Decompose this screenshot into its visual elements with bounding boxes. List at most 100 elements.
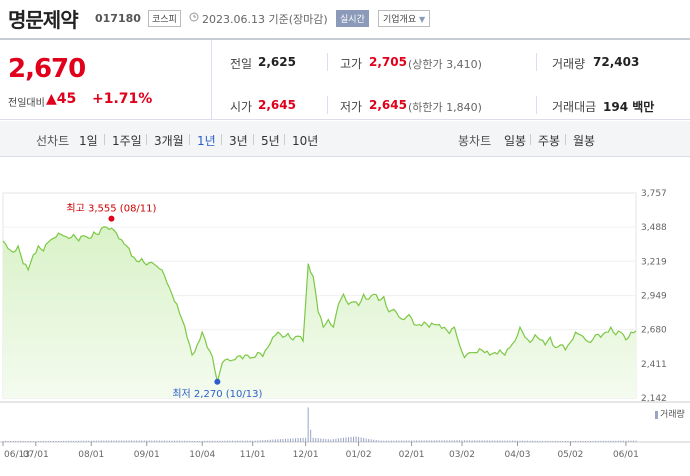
volume-bar (532, 440, 534, 442)
volume-bar (348, 437, 350, 442)
volume-bar (284, 438, 286, 442)
volume-bar (600, 440, 602, 442)
volume-bar (469, 440, 471, 442)
lower-limit: (하한가 1,840) (408, 101, 482, 114)
volume-bar (524, 440, 526, 442)
volume-bar (231, 440, 233, 442)
volume-bar (443, 440, 445, 442)
price-line (2, 226, 637, 382)
volume-bar (622, 440, 624, 442)
divider (104, 134, 105, 145)
volume-bar (385, 440, 387, 442)
volume-bar (408, 440, 410, 442)
x-tick-label: 10/04 (189, 450, 215, 460)
volume-bar (562, 441, 564, 442)
volume-bar (37, 441, 39, 442)
high-label: 최고 3,555 (08/11) (66, 203, 156, 215)
high-label: 고가 (340, 57, 363, 71)
change-percent: +1.71% (92, 91, 153, 107)
volume-bar (305, 437, 307, 442)
volume-bar (605, 440, 607, 442)
volume-bar (322, 438, 324, 442)
volume-bar (411, 440, 413, 442)
volume-bar (60, 440, 62, 442)
x-tick-label: 08/01 (78, 450, 104, 460)
volume-bar (559, 441, 561, 442)
volume-bar (5, 441, 7, 442)
volume-bar (363, 437, 365, 442)
tab-10y[interactable]: 10년 (292, 134, 319, 148)
tab-1w[interactable]: 1주일 (112, 134, 142, 148)
volume-bar (199, 440, 201, 442)
divider (536, 96, 537, 114)
realtime-button[interactable]: 실시간 (336, 10, 369, 27)
low-label: 최저 2,270 (10/13) (172, 388, 262, 400)
price-chart: 3,757 3,488 3,219 2,949 2,680 2,411 2,142 최고 3,… (0, 189, 690, 460)
divider (565, 134, 566, 145)
change-label: 전일대비 (8, 98, 45, 109)
volume-bar (173, 440, 175, 442)
x-tick-label: 12/01 (293, 450, 319, 460)
tab-1y[interactable]: 1년 (197, 134, 216, 148)
x-tick-label: 04/03 (505, 450, 531, 460)
volume-bar (519, 440, 521, 442)
tab-1d[interactable]: 1일 (79, 134, 98, 148)
stock-name: 명문제약 (8, 8, 79, 32)
volume-bar (484, 440, 486, 442)
volume-bar (375, 440, 377, 442)
volume-bar (118, 440, 120, 442)
volume-bar (580, 441, 582, 442)
volume-bar (438, 440, 440, 442)
volume-bar (479, 440, 481, 442)
volume-bar (239, 440, 241, 442)
volume-bar (214, 440, 216, 442)
volume-bar (501, 440, 503, 442)
volume-bar (115, 440, 117, 442)
volume-bar (300, 437, 302, 442)
tab-weekly[interactable]: 주봉 (538, 134, 561, 148)
volume-bar (365, 438, 367, 442)
volume-bar (471, 440, 473, 442)
volume-bar (158, 440, 160, 442)
current-price: 2,670 (8, 54, 86, 84)
y-tick-label: 3,757 (641, 189, 667, 199)
volume-bar (632, 440, 634, 442)
volume-bar (237, 440, 239, 442)
volume-bar (496, 440, 498, 442)
volume-bar (400, 440, 402, 442)
tab-3y[interactable]: 3년 (229, 134, 248, 148)
volume-bar (456, 440, 458, 442)
volume-bar (257, 440, 259, 442)
volume-bar (453, 440, 455, 442)
volume-bar (312, 437, 314, 442)
high-value: 2,705 (369, 55, 407, 69)
volume-bar (418, 440, 420, 442)
volume-bar (184, 440, 186, 442)
volume-bar (45, 441, 47, 442)
tab-5y[interactable]: 5년 (261, 134, 280, 148)
volume-bar (80, 440, 82, 442)
x-tick-label: 06/01 (613, 450, 639, 460)
volume-bar (612, 440, 614, 442)
tab-monthly[interactable]: 월봉 (573, 134, 596, 148)
volume-bar (171, 440, 173, 442)
volume-bar (146, 440, 148, 442)
volume-bar (529, 440, 531, 442)
company-info-dropdown[interactable]: 기업개요 ▼ (378, 10, 431, 27)
current-price-box: 2,670 전일대비 ▲45 +1.71% (0, 40, 212, 120)
volume-bar (181, 440, 183, 442)
volume-bar (249, 440, 251, 442)
volume-bar (421, 440, 423, 442)
tab-3m[interactable]: 3개월 (154, 134, 184, 148)
volume-bar (511, 440, 513, 442)
volume-bar (272, 439, 274, 442)
volume-bar (499, 440, 501, 442)
volume-bar (592, 440, 594, 442)
tab-daily[interactable]: 일봉 (504, 134, 527, 148)
volume-bar (148, 440, 150, 442)
volume-bar (17, 441, 19, 442)
volume-bar (590, 440, 592, 442)
divider (284, 134, 285, 145)
volume-bar (90, 440, 92, 442)
volume-bar (534, 440, 536, 442)
